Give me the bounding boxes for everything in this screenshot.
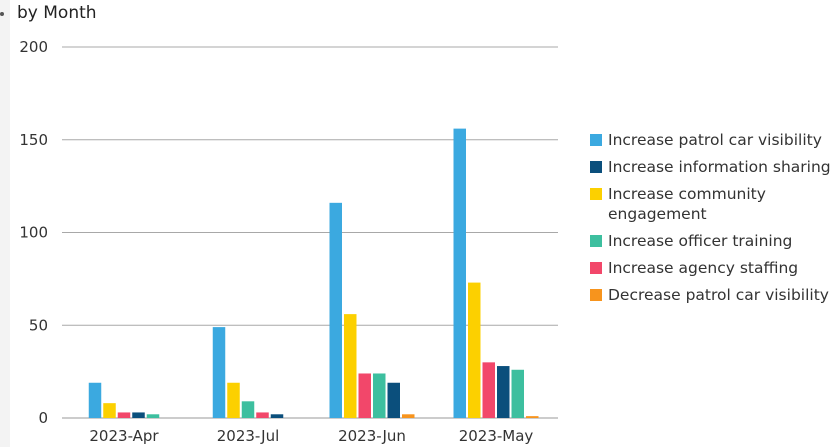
bar[interactable]	[117, 412, 131, 418]
legend-swatch	[590, 289, 602, 301]
bar[interactable]	[256, 412, 269, 418]
legend-item[interactable]: Increase information sharing	[590, 157, 835, 177]
legend-swatch	[590, 188, 602, 200]
bar[interactable]	[212, 327, 226, 418]
bar[interactable]	[511, 369, 525, 418]
bar[interactable]	[241, 401, 255, 418]
chart-panel	[10, 0, 840, 447]
legend-swatch	[590, 134, 602, 146]
bar[interactable]	[329, 202, 343, 418]
bar[interactable]	[146, 414, 160, 418]
y-tick-label: 100	[19, 224, 48, 242]
x-tick-label: 2023-Jun	[338, 427, 406, 445]
legend-label: Increase agency staffing	[608, 259, 799, 277]
bar[interactable]	[227, 382, 240, 418]
legend-swatch	[590, 235, 602, 247]
bar[interactable]	[497, 366, 510, 418]
x-tick-label: 2023-Apr	[89, 427, 159, 445]
y-tick-label: 150	[19, 131, 48, 149]
legend-label: Increase information sharing	[608, 158, 831, 176]
legend-label: Decrease patrol car visibility	[608, 286, 829, 304]
y-axis-ticks: 0 50 100 150 200	[19, 38, 48, 427]
legend-item[interactable]: Increase community engagement	[590, 184, 835, 224]
bar[interactable]	[453, 128, 467, 418]
legend: Increase patrol car visibility Increase i…	[590, 130, 835, 312]
bar[interactable]	[373, 373, 386, 418]
panel-edge-marker	[0, 12, 4, 16]
bars	[88, 128, 539, 418]
bar[interactable]	[482, 362, 496, 418]
bar[interactable]	[132, 412, 145, 418]
y-tick-label: 50	[29, 316, 48, 334]
legend-item[interactable]: Decrease patrol car visibility	[590, 285, 835, 305]
legend-label: Increase patrol car visibility	[608, 131, 822, 149]
x-axis-ticks: 2023-Apr 2023-Jul 2023-Jun 2023-May	[89, 427, 533, 445]
legend-swatch	[590, 262, 602, 274]
bar[interactable]	[358, 373, 372, 418]
y-tick-label: 0	[38, 409, 48, 427]
bar[interactable]	[402, 414, 415, 418]
legend-swatch	[590, 161, 602, 173]
bar[interactable]	[526, 416, 539, 418]
legend-item[interactable]: Increase officer training	[590, 231, 835, 251]
x-tick-label: 2023-May	[459, 427, 534, 445]
bar[interactable]	[468, 282, 481, 418]
chart-title: by Month	[17, 3, 97, 23]
bar[interactable]	[270, 414, 284, 418]
x-tick-label: 2023-Jul	[217, 427, 280, 445]
bar[interactable]	[387, 382, 401, 418]
bar[interactable]	[344, 314, 357, 418]
legend-item[interactable]: Increase patrol car visibility	[590, 130, 835, 150]
bar[interactable]	[88, 382, 102, 418]
legend-label: Increase community engagement	[608, 185, 766, 223]
legend-label: Increase officer training	[608, 232, 793, 250]
bar[interactable]	[103, 403, 116, 418]
legend-item[interactable]: Increase agency staffing	[590, 258, 835, 278]
y-tick-label: 200	[19, 38, 48, 56]
